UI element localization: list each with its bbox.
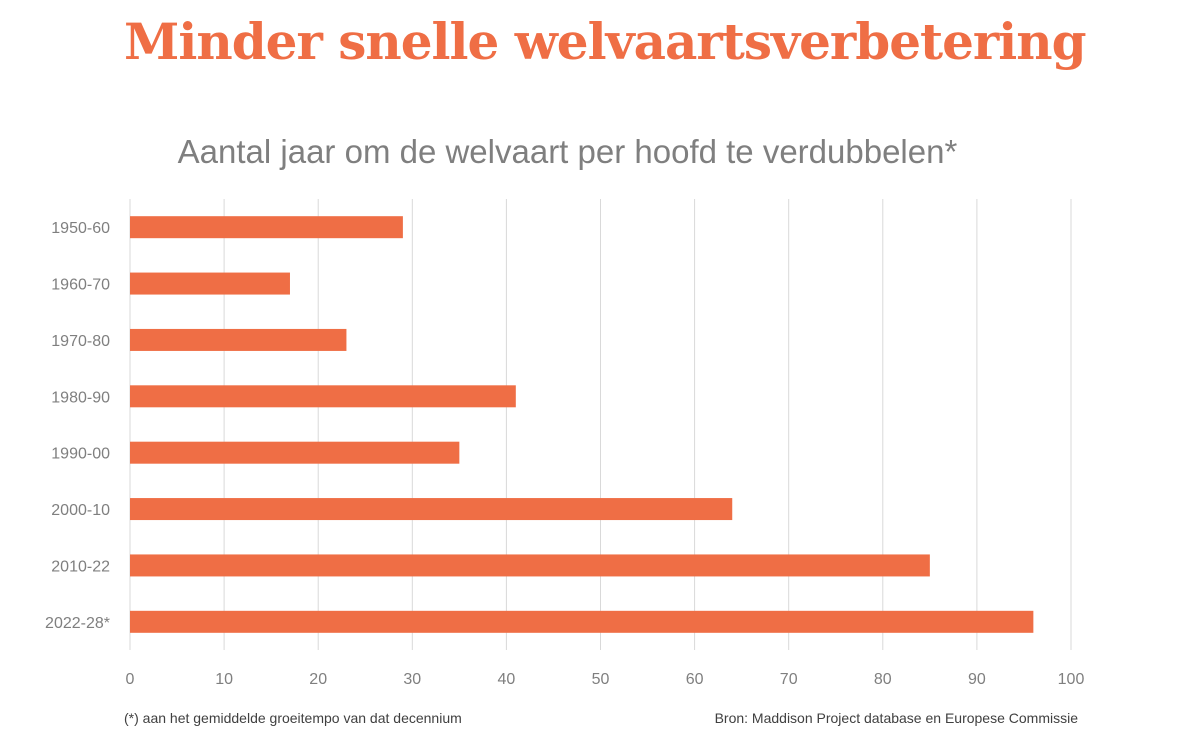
bars: [130, 216, 1034, 633]
x-tick-label: 30: [403, 671, 421, 688]
category-labels: 1950-60 1960-70 1970-80 1980-90 1990-00 2000-…: [45, 220, 110, 632]
category-label: 1970-80: [51, 333, 110, 350]
bar-1990-00: [130, 441, 460, 464]
headline: Minder snelle welvaartsverbetering: [124, 12, 1087, 71]
x-tick-label: 20: [309, 671, 327, 688]
x-tick-label: 60: [686, 671, 704, 688]
bar-2022-28*: [130, 610, 1034, 633]
footnote: (*) aan het gemiddelde groeitempo van da…: [124, 710, 462, 726]
x-tick-labels: 0 10 20 30 40 50 60 70 80 90 100: [126, 671, 1085, 688]
x-tick-label: 70: [780, 671, 798, 688]
bar-1980-90: [130, 385, 516, 408]
x-tick-label: 10: [215, 671, 233, 688]
bar-2010-22: [130, 554, 930, 577]
category-label: 2010-22: [51, 558, 110, 575]
category-label: 1980-90: [51, 389, 110, 406]
category-label: 1960-70: [51, 277, 110, 294]
x-tick-label: 50: [592, 671, 610, 688]
grid-lines: [129, 199, 1072, 650]
chart-title: Aantal jaar om de welvaart per hoofd te …: [177, 133, 958, 170]
x-tick-label: 40: [498, 671, 516, 688]
category-label: 2000-10: [51, 502, 110, 519]
x-tick-label: 100: [1058, 671, 1085, 688]
bar-1960-70: [130, 272, 290, 295]
category-label: 2022-28*: [45, 615, 110, 632]
source-note: Bron: Maddison Project database en Europ…: [714, 710, 1078, 726]
x-tick-label: 0: [126, 671, 135, 688]
bar-1950-60: [130, 216, 403, 239]
category-label: 1990-00: [51, 446, 110, 463]
bar-2000-10: [130, 498, 733, 521]
bar-1970-80: [130, 328, 347, 351]
x-tick-label: 80: [874, 671, 892, 688]
category-label: 1950-60: [51, 220, 110, 237]
x-tick-label: 90: [968, 671, 986, 688]
